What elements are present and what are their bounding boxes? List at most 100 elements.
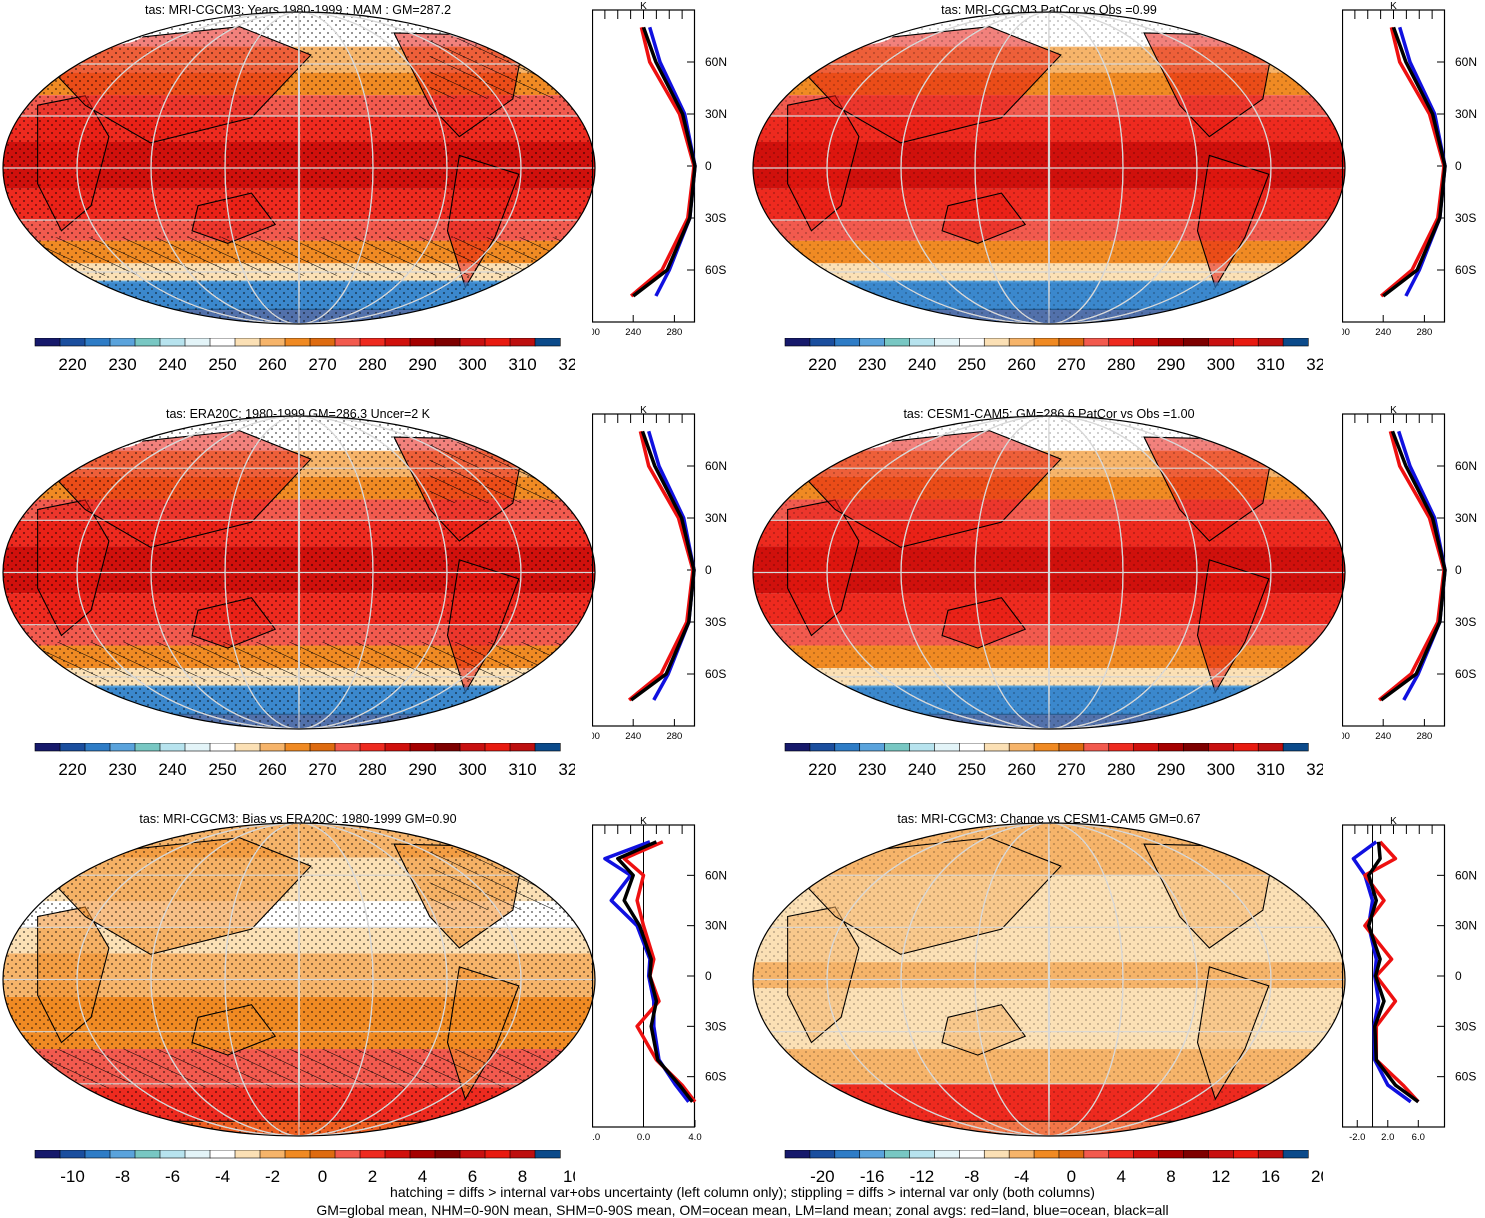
colorbar-label: 290: [408, 355, 436, 374]
colorbar-swatch: [34, 743, 61, 752]
colorbar-swatch: [1282, 743, 1309, 752]
graticule-meridian: [224, 12, 374, 324]
colorbar-swatch: [109, 338, 136, 347]
profile-lat-label: 30S: [1455, 615, 1476, 629]
colorbar-swatch: [983, 338, 1010, 347]
graticule-meridian: [297, 12, 301, 324]
colorbar-swatch: [809, 1150, 836, 1159]
colorbar-swatch: [1232, 743, 1259, 752]
profile-lat-label: 60N: [1455, 55, 1477, 69]
colorbar-label: 290: [408, 760, 436, 779]
colorbar-swatch: [1058, 338, 1085, 347]
map-panel: [2, 415, 596, 730]
colorbar-label: 250: [208, 760, 236, 779]
colorbar-swatch: [934, 1150, 960, 1159]
colorbar-swatch: [284, 338, 311, 347]
zonal-profile: K 60N 30N 0 30S 60S 200 240 280: [592, 2, 727, 338]
colorbar-swatch: [409, 1150, 436, 1159]
profile-x-tick-label: 200: [1342, 327, 1350, 338]
colorbar-swatch: [109, 743, 136, 752]
colorbar-swatch: [59, 743, 86, 752]
colorbar-swatch: [209, 338, 236, 347]
colorbar-label: 220: [808, 760, 836, 779]
profile-line-all: [630, 430, 696, 702]
colorbar-label: 0: [318, 1167, 327, 1186]
colorbar-label: 10: [563, 1167, 575, 1186]
colorbar-label: 6: [468, 1167, 477, 1186]
zonal-profile: K 60N 30N 0 30S 60S -4.0 0.0 4.0: [592, 817, 727, 1143]
colorbar: 220 230 240 250 260 270 280 290 300 310 320: [784, 338, 1323, 374]
colorbar-swatch: [434, 743, 461, 752]
colorbar-swatch: [1083, 743, 1110, 752]
colorbar-swatch: [784, 743, 811, 752]
colorbar-swatch: [1208, 338, 1234, 347]
colorbar-label: 220: [58, 355, 86, 374]
profile-lat-label: 60S: [705, 667, 726, 681]
profile-x-tick-label: 200: [592, 327, 600, 338]
profile-lat-label: 30N: [705, 107, 727, 121]
footer-line-1: hatching = diffs > internal var+obs unce…: [390, 1184, 1095, 1200]
profile-line-all: [632, 26, 697, 298]
colorbar-label: -12: [910, 1167, 935, 1186]
colorbar-label: 320: [558, 760, 575, 779]
panel-title: tas: MRI-CGCM3: Bias vs ERA20C: 1980-199…: [139, 812, 457, 826]
profile-x-tick-label: 280: [666, 327, 682, 338]
colorbar-swatch: [859, 1150, 886, 1159]
profile-lat-label: 0: [705, 969, 712, 983]
colorbar-swatch: [484, 338, 511, 347]
profile-lat-label: 60S: [705, 263, 726, 277]
colorbar-label: -4: [215, 1167, 230, 1186]
graticule-meridian: [76, 823, 522, 1136]
colorbar-label: -4: [1014, 1167, 1029, 1186]
colorbar-swatch: [1183, 743, 1209, 752]
colorbar-swatch: [1158, 1150, 1185, 1159]
zonal-profile: K 60N 30N 0 30S 60S 200 240 280: [1342, 406, 1477, 742]
graticule-meridian: [974, 416, 1124, 729]
colorbar-label: 240: [908, 355, 936, 374]
colorbar-swatch: [834, 338, 861, 347]
colorbar-swatch: [309, 338, 336, 347]
colorbar-swatch: [809, 743, 836, 752]
colorbar-swatch: [334, 743, 361, 752]
colorbar-label: 310: [508, 760, 536, 779]
colorbar-swatch: [459, 338, 486, 347]
colorbar-swatch: [409, 743, 436, 752]
profile-x-tick-label: 240: [625, 731, 641, 742]
colorbar-swatch: [259, 743, 286, 752]
profile-line-ocean: [1351, 840, 1412, 1104]
colorbar-swatch: [34, 338, 61, 347]
colorbar-label: 240: [158, 355, 186, 374]
colorbar-label: 12: [1211, 1167, 1230, 1186]
colorbar-swatch: [234, 338, 261, 347]
colorbar-label: 230: [108, 355, 136, 374]
colorbar-swatch: [184, 743, 211, 752]
colorbar: -10 -8 -6 -4 -2 0 2 4 6 8 10: [34, 1150, 575, 1186]
colorbar-swatch: [983, 1150, 1010, 1159]
profile-unit-label: K: [1390, 817, 1397, 827]
profile-x-tick-label: 240: [625, 327, 641, 338]
graticule-meridian: [826, 823, 1272, 1136]
graticule-meridian: [974, 12, 1124, 324]
colorbar-swatch: [859, 743, 886, 752]
colorbar: 220 230 240 250 260 270 280 290 300 310 320: [34, 743, 575, 779]
colorbar-swatch: [784, 1150, 811, 1159]
colorbar-swatch: [309, 743, 336, 752]
profile-lat-label: 30N: [1455, 919, 1477, 933]
profile-x-tick-label: 280: [1416, 327, 1432, 338]
colorbar-swatch: [59, 1150, 86, 1159]
colorbar-swatch: [834, 1150, 861, 1159]
colorbar-swatch: [1133, 338, 1160, 347]
colorbar-swatch: [1108, 1150, 1135, 1159]
colorbar-swatch: [159, 338, 186, 347]
profile-lat-label: 30N: [1455, 511, 1477, 525]
panel-title: tas: MRI-CGCM3 PatCor vs Obs =0.99: [941, 3, 1157, 17]
profile-x-tick-label: 6.0: [1412, 1132, 1425, 1143]
colorbar-label: 0: [1067, 1167, 1076, 1186]
colorbar-swatch: [959, 1150, 985, 1159]
colorbar-swatch: [909, 338, 936, 347]
colorbar-swatch: [1108, 338, 1135, 347]
colorbar-swatch: [34, 1150, 61, 1159]
colorbar-label: 250: [958, 760, 986, 779]
colorbar: 220 230 240 250 260 270 280 290 300 310 320: [34, 338, 575, 374]
colorbar-label: -10: [60, 1167, 85, 1186]
